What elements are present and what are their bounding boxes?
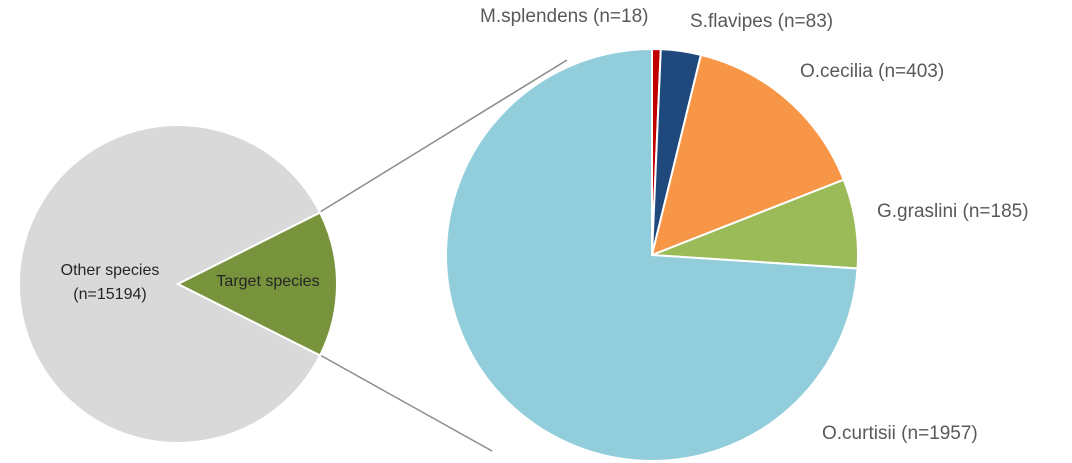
slice-label: O.curtisii (n=1957) <box>822 423 978 444</box>
slice-label: M.splendens (n=18) <box>480 6 649 27</box>
slice-label: Target species <box>216 273 320 290</box>
slice-label: G.graslini (n=185) <box>877 201 1029 222</box>
pie-slice <box>175 211 338 357</box>
slice-label: S.flavipes (n=83) <box>690 11 834 32</box>
pie-slice <box>650 53 846 257</box>
pie-slice <box>445 47 859 462</box>
connector-line <box>319 59 568 213</box>
slice-label: O.cecilia (n=403) <box>800 61 945 82</box>
slice-label: Other species (n=15194) <box>60 262 160 303</box>
pie-slice <box>18 124 322 444</box>
connector-line <box>319 354 493 452</box>
